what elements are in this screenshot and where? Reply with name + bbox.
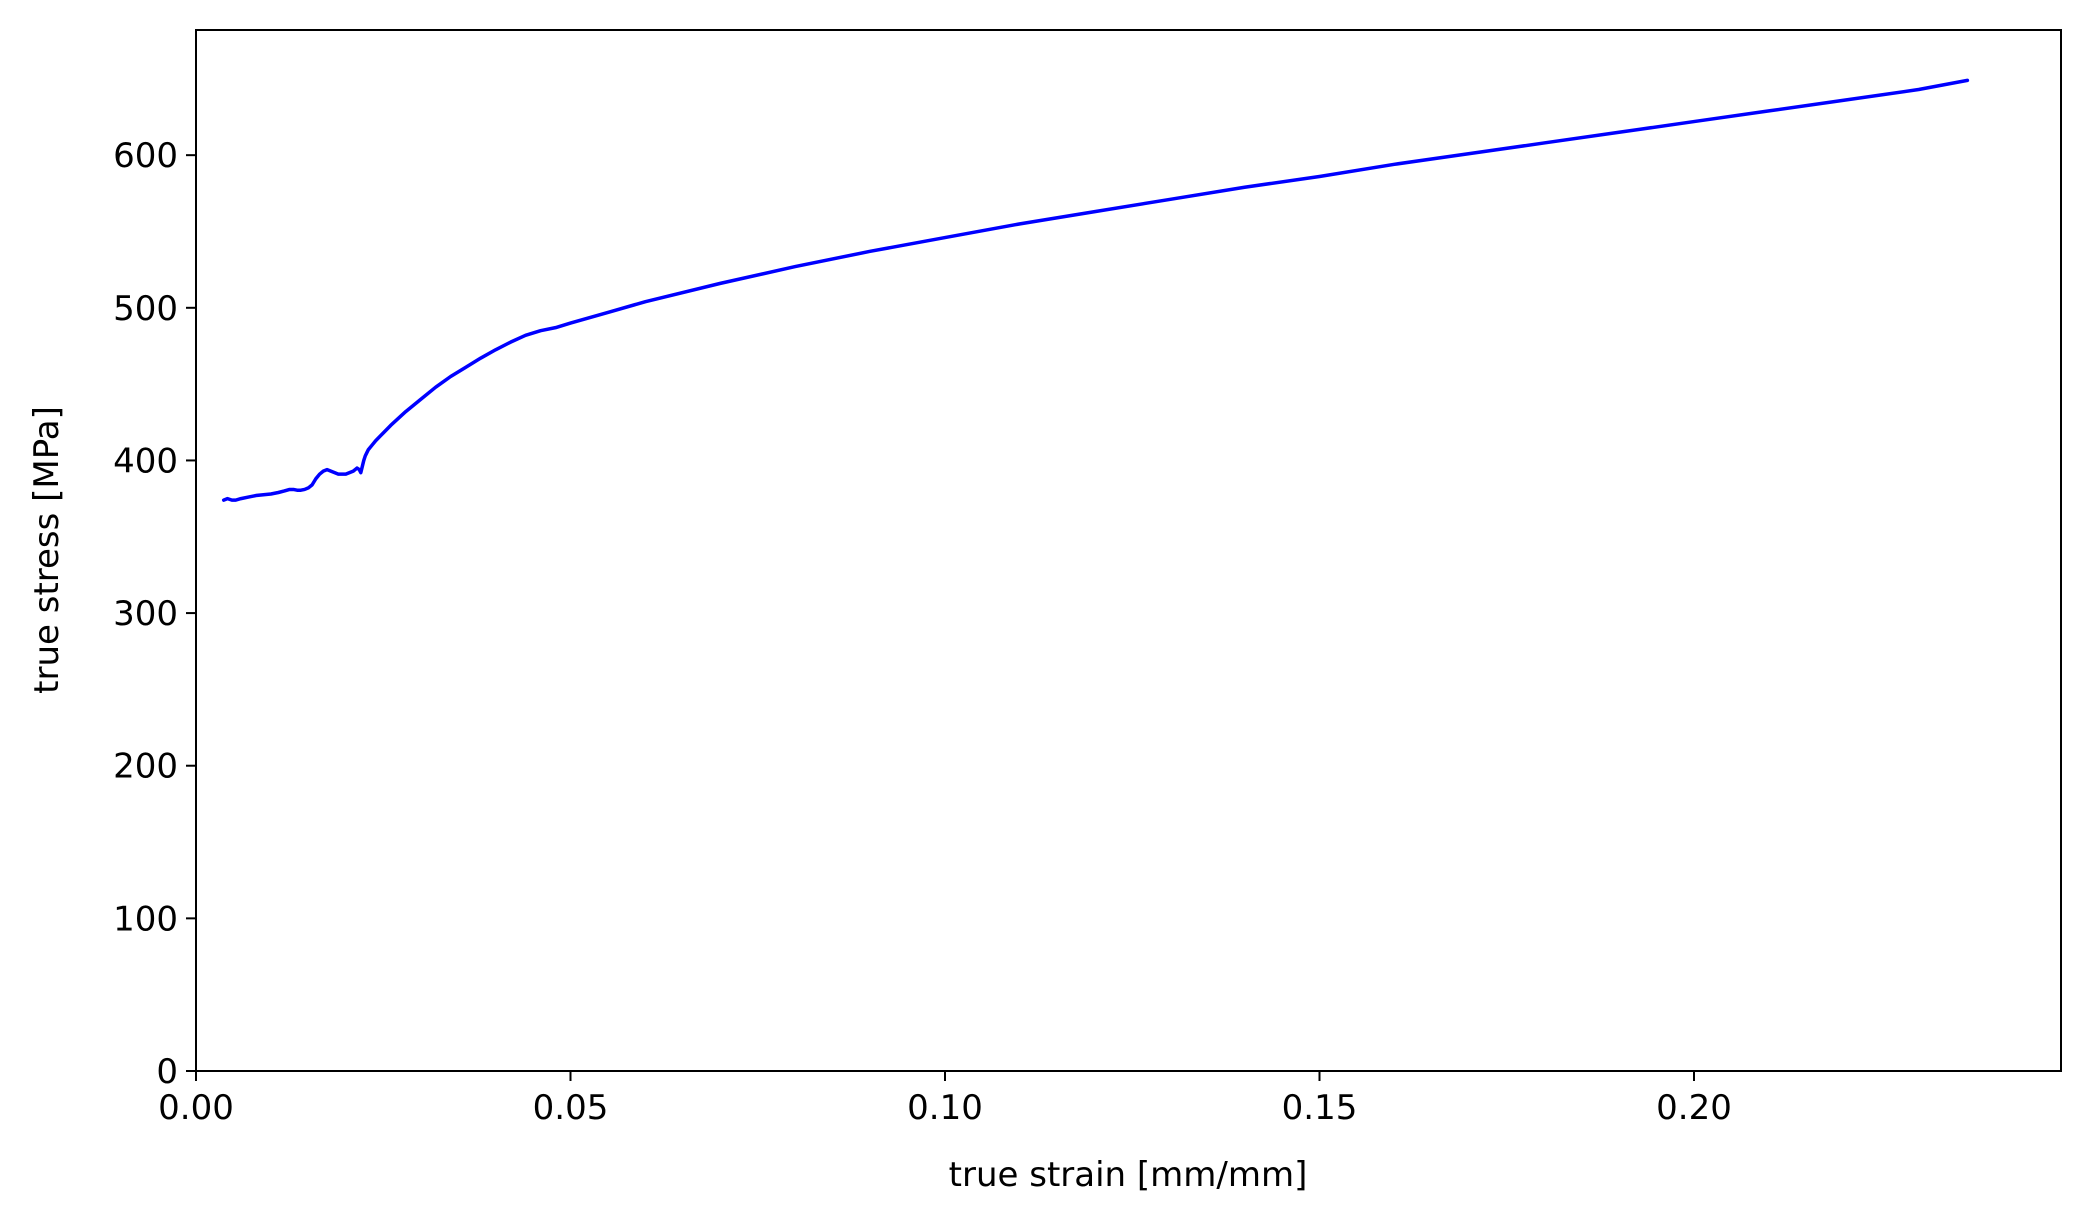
y-tick-label: 200 (113, 747, 178, 787)
x-tick-label: 0.15 (1282, 1088, 1358, 1128)
plot-frame (195, 29, 2062, 1072)
y-tick-label: 500 (113, 289, 178, 329)
plot-area (196, 30, 2061, 1071)
y-axis-label: true stress [MPa] (27, 406, 67, 694)
x-axis-ticks: 0.00 0.05 0.10 0.15 0.20 (158, 1071, 1732, 1128)
y-tick-label: 0 (156, 1052, 178, 1092)
series-group (221, 78, 1970, 502)
x-axis-label: true strain [mm/mm] (949, 1155, 1308, 1195)
y-tick-label: 400 (113, 441, 178, 481)
x-tick-label: 0.05 (533, 1088, 609, 1128)
series-line (221, 78, 1970, 502)
x-tick-label: 0.00 (158, 1088, 234, 1128)
y-tick-label: 300 (113, 594, 178, 634)
y-axis-ticks: 0 100 200 300 400 500 600 (113, 136, 196, 1092)
x-tick-label: 0.10 (907, 1088, 983, 1128)
x-tick-label: 0.20 (1656, 1088, 1732, 1128)
y-tick-label: 100 (113, 899, 178, 939)
y-tick-label: 600 (113, 136, 178, 176)
